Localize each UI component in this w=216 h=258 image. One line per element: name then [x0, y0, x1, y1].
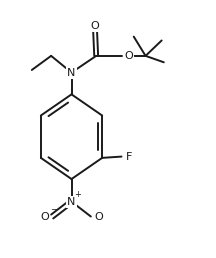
Text: F: F	[126, 152, 132, 162]
Text: −: −	[50, 206, 57, 215]
Text: +: +	[74, 190, 81, 199]
Text: N: N	[67, 197, 76, 207]
Text: O: O	[40, 212, 49, 222]
Text: O: O	[91, 21, 100, 31]
Text: O: O	[94, 212, 103, 222]
Text: O: O	[125, 51, 133, 61]
Text: N: N	[67, 68, 76, 78]
